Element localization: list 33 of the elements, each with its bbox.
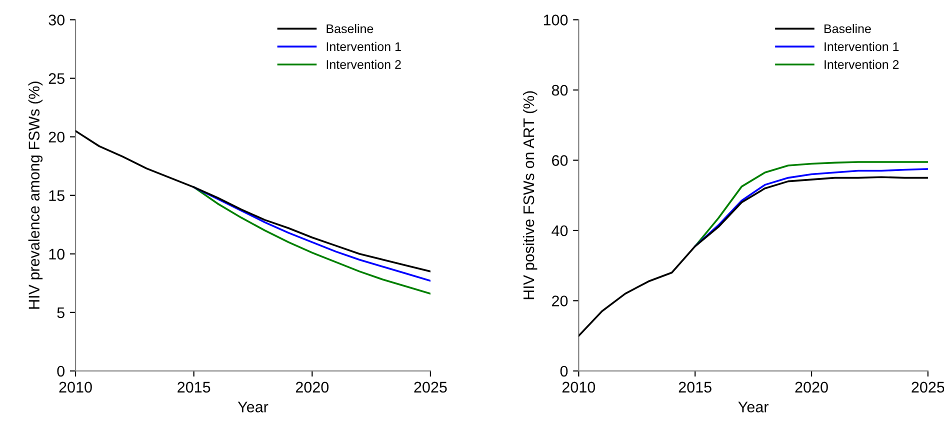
y-axis-title: HIV prevalence among FSWs (%) [28,82,43,309]
y-tick-label: 60 [552,155,568,166]
y-tick-label: 80 [552,84,568,96]
legend-label: Intervention 1 [326,42,401,52]
legend-label: Baseline [824,24,871,34]
y-tick-label: 100 [544,14,568,26]
y-tick-label: 20 [48,132,65,143]
x-tick-label: 2025 [414,382,447,393]
legend-label: Intervention 1 [824,42,899,52]
x-tick-label: 2025 [912,382,944,393]
x-tick-label: 2020 [296,382,329,393]
line-series [578,176,928,337]
x-tick-label: 2015 [678,382,712,393]
y-tick-label: 0 [57,366,65,377]
legend-label: Intervention 2 [824,60,899,69]
x-axis-title: Year [238,402,268,412]
line-series [76,130,430,272]
x-axis-title: Year [738,402,768,412]
x-tick-label: 2010 [562,382,596,393]
y-tick-label: 40 [552,225,568,236]
y-tick-label: 20 [552,296,568,306]
y-tick-label: 0 [560,366,568,377]
x-tick-label: 2010 [59,382,92,393]
x-tick-label: 2015 [178,382,210,393]
y-tick-label: 10 [49,248,65,260]
legend-label: Intervention 2 [326,60,401,69]
legend-label: Baseline [326,24,374,34]
y-tick-label: 30 [48,14,65,26]
x-tick-label: 2020 [795,382,828,393]
y-tick-label: 15 [49,190,64,202]
y-tick-label: 5 [57,307,64,318]
y-axis-title: HIV positive FSWs on ART (%) [522,91,538,300]
y-tick-label: 25 [48,73,64,84]
